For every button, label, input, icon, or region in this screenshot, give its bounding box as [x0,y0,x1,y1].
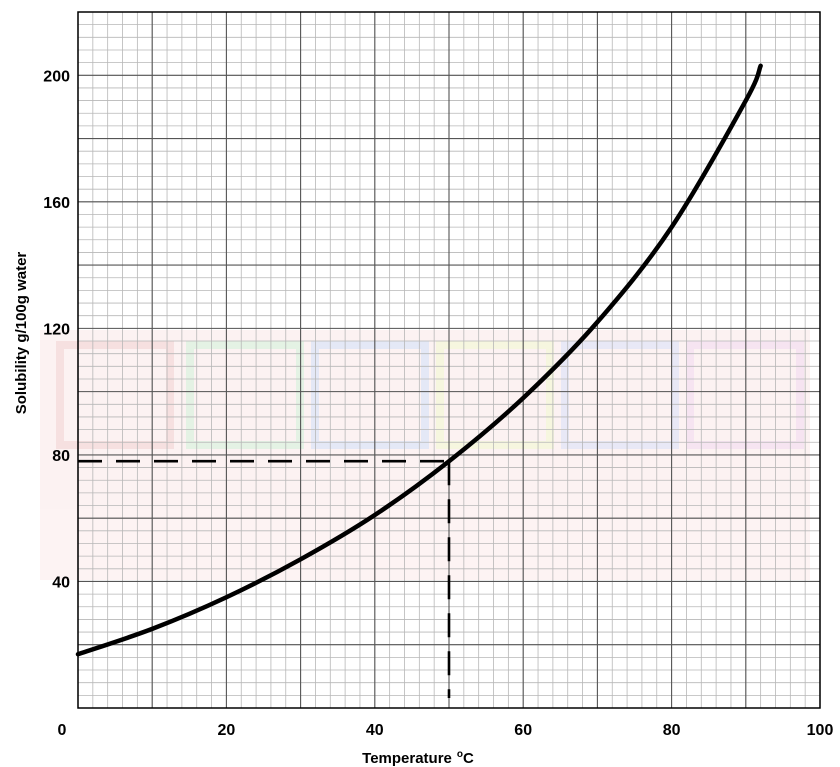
x-tick-label: 80 [663,722,681,739]
x-tick-labels: 0 20 40 60 80 100 [58,722,834,739]
plot-frame [77,11,821,709]
watermark-box-6 [686,341,804,449]
x-axis-title: Temperature oC [362,749,474,767]
watermark-box-1 [56,341,174,449]
y-axis-title: Solubility g/100g water [13,252,30,415]
reference-lines [78,459,451,698]
x-axis-title-text: Temperature [362,750,452,767]
watermark-box-2 [186,341,304,449]
x-tick-label: 100 [807,722,834,739]
x-axis-unit-letter: C [463,750,474,767]
x-tick-label: 40 [366,722,384,739]
y-tick-labels: 40 80 120 160 200 [43,68,70,591]
x-axis-unit-superscript: o [457,749,463,760]
watermark-box-3 [311,341,429,449]
x-tick-label: 60 [514,722,532,739]
watermark-box-5 [561,341,679,449]
y-tick-label: 120 [43,321,70,338]
watermark-box-4 [436,341,554,449]
y-tick-label: 200 [43,68,70,85]
y-tick-label: 40 [52,574,70,591]
x-tick-label: 0 [58,722,67,739]
y-tick-label: 80 [52,448,70,465]
x-tick-label: 20 [218,722,236,739]
solubility-curve [75,63,763,657]
y-tick-label: 160 [43,195,70,212]
